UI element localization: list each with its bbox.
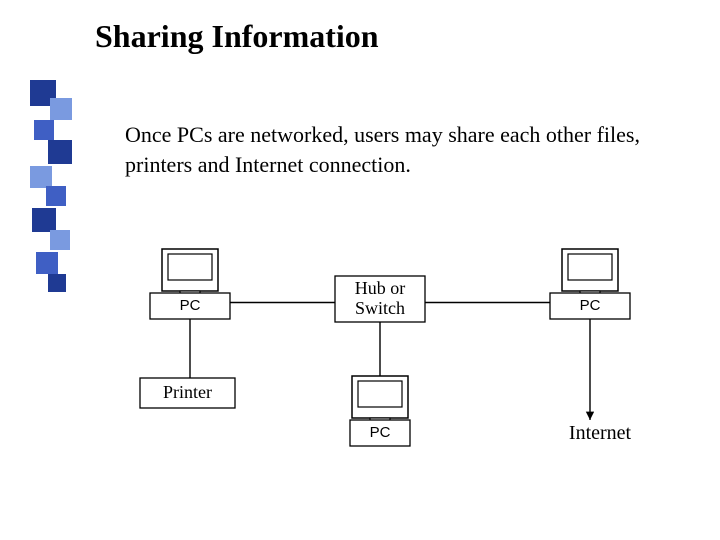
node-label-hub: Hub or Switch [335, 276, 425, 322]
node-label-pc_right: PC [550, 293, 630, 319]
node-label-pc_bottom: PC [350, 420, 410, 446]
network-diagram [0, 0, 720, 540]
node-label-pc_left: PC [150, 293, 230, 319]
node-label-internet: Internet [555, 420, 645, 446]
node-label-printer: Printer [140, 378, 235, 408]
